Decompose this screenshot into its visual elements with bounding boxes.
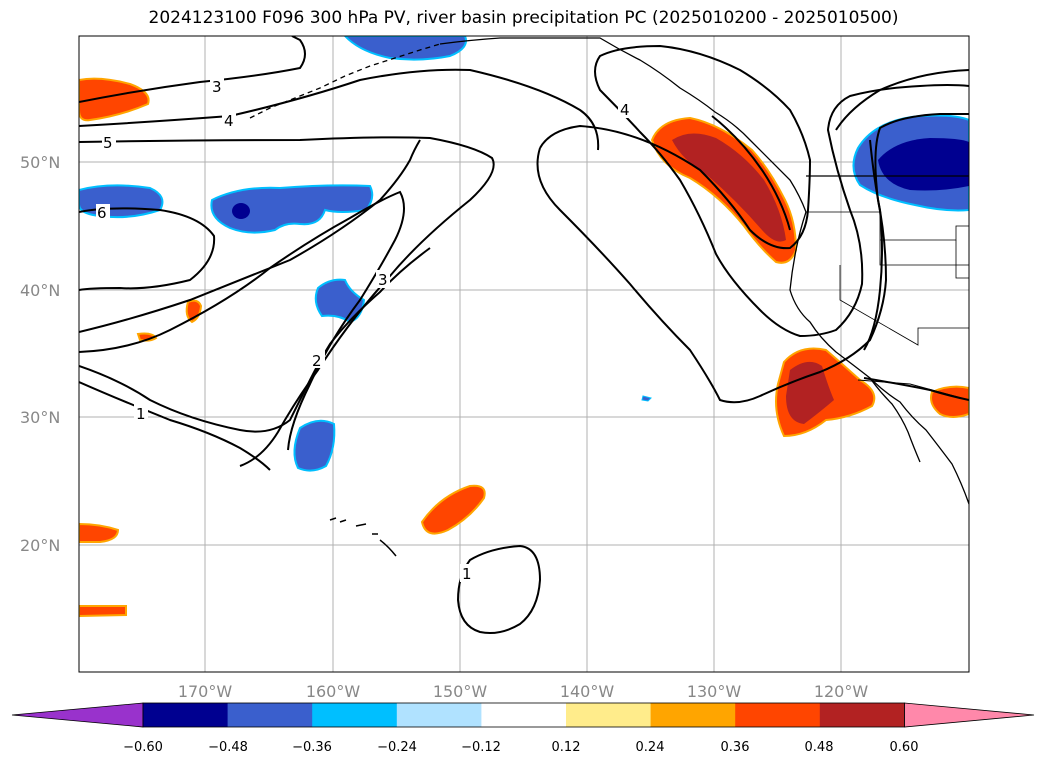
contour-trough	[539, 44, 969, 338]
colorbar-segment	[819, 703, 905, 727]
patch-blue-30n	[293, 419, 336, 472]
state-line-2	[839, 265, 969, 346]
state-line-3	[880, 225, 969, 241]
colorbar-tick-label: −0.60	[123, 740, 163, 755]
contour-label-2: 2	[312, 352, 322, 370]
map-title: 2024123100 F096 300 hPa PV, river basin …	[148, 8, 899, 28]
contour-1-west	[79, 247, 431, 433]
patch-blue-central	[210, 184, 374, 234]
colorbar-segment	[143, 703, 229, 727]
baja-peninsula	[869, 377, 921, 463]
patch-red-20n-west	[79, 522, 120, 543]
patch-navy-east	[878, 138, 969, 191]
negative-pc-patches	[79, 36, 969, 472]
patch-darkred-pnw	[672, 133, 786, 242]
patch-blue-west	[79, 184, 164, 219]
colorbar-frame	[142, 702, 905, 728]
state-line-1	[806, 211, 969, 266]
contour-label-1a: 1	[136, 405, 146, 423]
patch-darkred-baja	[786, 361, 834, 424]
pv-contours	[79, 36, 969, 634]
patch-red-hawaii-ne	[420, 484, 486, 535]
colorbar-tick-label: 0.48	[805, 740, 834, 755]
contour-trough-inner	[711, 115, 791, 231]
contour-label-4a: 4	[224, 112, 234, 130]
longitude-labels: 170°W 160°W 150°W 140°W 130°W 120°W	[178, 682, 869, 701]
contour-labels: 3 4 5 6 3 2 1 4 1	[96, 77, 632, 583]
patch-red-mexico	[930, 385, 969, 418]
contour-east-1	[863, 139, 883, 351]
colorbar-tick-label: 0.36	[721, 740, 750, 755]
colorbar-segment	[650, 703, 736, 727]
colorbar-tick-label: 0.60	[890, 740, 919, 755]
contour-inner-south	[79, 381, 271, 471]
colorbar-segment	[481, 703, 567, 727]
contour-inner-west	[79, 139, 421, 333]
positive-pc-patches	[79, 77, 969, 618]
colorbar-tick-label: −0.12	[461, 740, 501, 755]
patch-red-west-top	[79, 77, 150, 122]
colorbar-tick-label: −0.48	[208, 740, 248, 755]
colorbar-tick-label: 0.24	[636, 740, 665, 755]
contour-1-south	[456, 544, 542, 634]
lon-label-120w: 120°W	[814, 682, 869, 701]
map-frame	[78, 35, 970, 673]
patch-blue-small	[641, 395, 652, 402]
lat-label-20n: 20°N	[20, 536, 60, 555]
lat-label-30n: 30°N	[20, 408, 60, 427]
patch-navy-central	[232, 203, 250, 219]
patch-red-15n-west	[79, 605, 127, 618]
colorbar	[11, 702, 1035, 728]
colorbar-segment	[227, 703, 313, 727]
map-frame-bg	[79, 36, 969, 672]
colorbar-extend-min	[11, 702, 144, 728]
contour-3-north	[79, 36, 306, 103]
colorbar-extend-max	[904, 702, 1035, 728]
lat-label-50n: 50°N	[20, 153, 60, 172]
lon-label-140w: 140°W	[560, 682, 615, 701]
hawaii-islands	[329, 517, 397, 557]
alaska-coast	[439, 37, 807, 213]
colorbar-segment	[735, 703, 821, 727]
colorbar-segment	[566, 703, 652, 727]
colorbar-tick-label: −0.36	[292, 740, 332, 755]
colorbar-tick-label: 0.12	[552, 740, 581, 755]
state-line-4	[955, 240, 969, 279]
lat-label-40n: 40°N	[20, 281, 60, 300]
colorbar-tick-labels: −0.60 −0.48 −0.36 −0.24 −0.12 0.12 0.24 …	[123, 740, 918, 755]
latitude-labels: 50°N 40°N 30°N 20°N	[20, 153, 60, 555]
lon-label-170w: 170°W	[178, 682, 233, 701]
patch-blue-north-pacific	[343, 36, 467, 61]
contour-label-5: 5	[103, 134, 113, 152]
contour-4-north	[79, 68, 600, 151]
contour-label-4b: 4	[620, 101, 630, 119]
lon-label-160w: 160°W	[306, 682, 361, 701]
contour-label-3a: 3	[212, 78, 222, 96]
contour-label-1b: 1	[462, 565, 472, 583]
contour-label-6: 6	[97, 204, 107, 222]
colorbar-segment	[312, 703, 398, 727]
contour-5	[79, 136, 495, 467]
contour-east-closed	[835, 69, 969, 131]
contour-east-south	[863, 377, 969, 401]
contour-6	[79, 207, 216, 291]
colorbar-tick-label: −0.24	[377, 740, 417, 755]
colorbar-segment	[396, 703, 482, 727]
contour-label-3b: 3	[378, 271, 388, 289]
lon-label-130w: 130°W	[687, 682, 742, 701]
us-west-coast	[789, 211, 969, 505]
lon-label-150w: 150°W	[433, 682, 488, 701]
